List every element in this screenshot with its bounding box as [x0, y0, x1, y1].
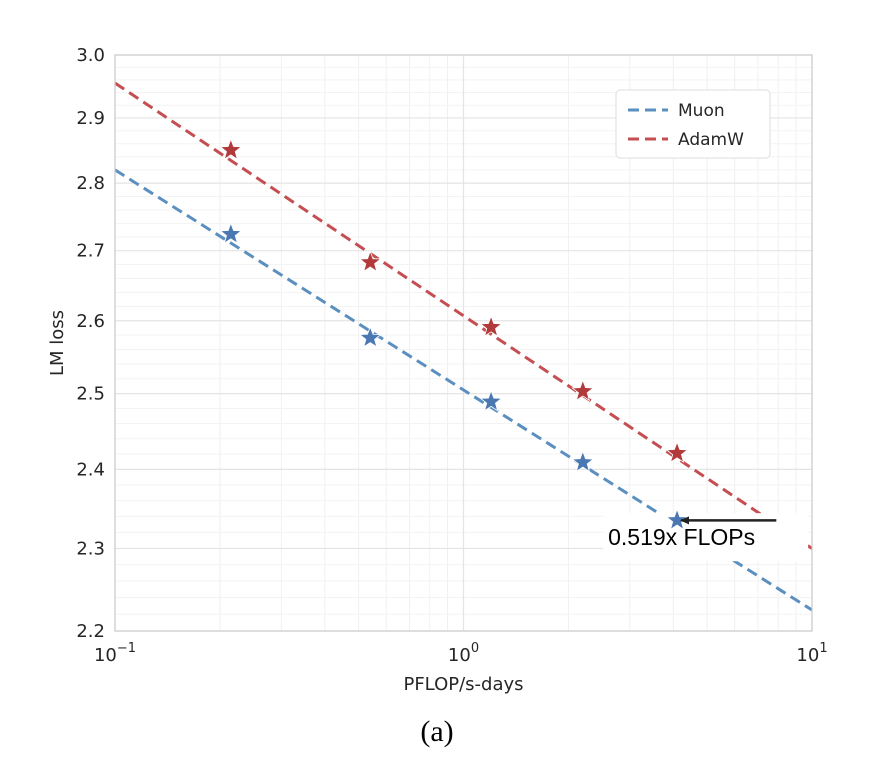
legend-label-muon: Muon	[678, 101, 725, 121]
x-tick-base: 10	[94, 645, 117, 666]
plot-frame	[114, 54, 813, 632]
data-point-muon	[571, 450, 595, 473]
x-tick-exponent: 0	[471, 641, 479, 656]
tick-labels: 2.22.32.42.52.62.72.82.93.010−1 100 101PFL…	[47, 45, 828, 695]
x-tick-label: 10−1	[94, 641, 136, 666]
x-tick-base: 10	[448, 645, 471, 666]
major-grid	[114, 54, 813, 632]
annotation: 0.519x FLOPs	[608, 516, 777, 550]
data-point-adamw	[358, 250, 382, 273]
series-markers	[219, 138, 689, 531]
legend: Muon AdamW	[615, 89, 771, 159]
x-tick-exponent: 1	[819, 641, 827, 656]
data-point-adamw	[571, 379, 595, 402]
data-point-muon	[479, 389, 503, 412]
y-tick-label: 2.7	[76, 241, 105, 262]
y-tick-label: 2.4	[76, 459, 105, 480]
y-tick-label: 2.2	[76, 621, 105, 642]
annotation-label: 0.519x FLOPs	[608, 524, 755, 550]
y-tick-label: 2.6	[76, 311, 105, 332]
data-point-muon	[219, 222, 243, 245]
y-tick-label: 3.0	[76, 45, 105, 66]
series-line-adamw	[114, 81, 813, 550]
y-tick-label: 2.9	[76, 108, 105, 129]
data-point-adamw	[665, 441, 689, 464]
data-point-adamw	[219, 138, 243, 161]
axes	[114, 54, 813, 632]
x-tick-base: 10	[796, 645, 819, 666]
caption: (a)	[420, 715, 453, 748]
y-tick-label: 2.5	[76, 384, 105, 405]
y-tick-label: 2.3	[76, 538, 105, 559]
x-axis-label: PFLOP/s-days	[403, 674, 523, 695]
x-tick-exponent: −1	[117, 641, 136, 656]
x-tick-label: 101	[796, 641, 827, 666]
data-point-adamw	[479, 315, 503, 338]
figure-caption: (a)	[420, 715, 453, 748]
legend-label-adamw: AdamW	[678, 130, 744, 150]
data-point-muon	[358, 325, 382, 348]
x-tick-label: 100	[448, 641, 479, 666]
legend-box	[615, 89, 771, 159]
y-axis-label: LM loss	[47, 310, 68, 376]
y-tick-label: 2.8	[76, 173, 105, 194]
